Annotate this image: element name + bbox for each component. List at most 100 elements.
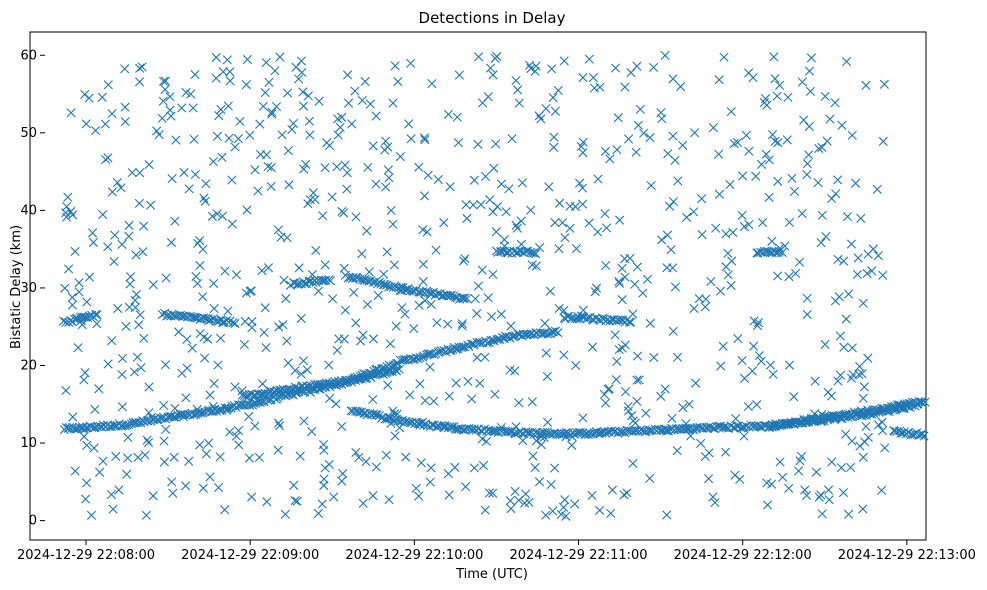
detection-point bbox=[190, 70, 200, 80]
detection-point bbox=[429, 396, 439, 406]
detection-point bbox=[294, 263, 304, 273]
detection-point bbox=[767, 236, 777, 246]
detection-point bbox=[415, 420, 425, 430]
detection-point bbox=[342, 70, 353, 80]
detection-point bbox=[725, 179, 735, 190]
detection-point bbox=[70, 246, 80, 257]
detection-point bbox=[488, 269, 498, 279]
detection-point bbox=[284, 180, 294, 190]
detection-point bbox=[800, 485, 810, 495]
detection-point bbox=[765, 360, 775, 370]
detection-point bbox=[165, 92, 175, 102]
detection-point bbox=[270, 66, 280, 76]
detection-point bbox=[556, 509, 566, 520]
detection-point bbox=[526, 205, 536, 215]
detection-point bbox=[660, 384, 670, 394]
detection-point bbox=[193, 238, 203, 249]
detection-point bbox=[523, 428, 533, 438]
detection-point bbox=[358, 330, 368, 340]
detection-point bbox=[467, 394, 477, 404]
detection-point bbox=[612, 356, 622, 366]
detection-point bbox=[631, 147, 641, 157]
detection-point bbox=[916, 397, 926, 407]
detection-point bbox=[624, 317, 634, 327]
detection-point bbox=[66, 206, 76, 217]
detection-point bbox=[861, 80, 871, 90]
detection-point bbox=[846, 462, 856, 473]
detection-point bbox=[319, 480, 329, 491]
detection-point bbox=[548, 93, 558, 103]
detection-point bbox=[823, 485, 834, 495]
detection-point bbox=[127, 167, 137, 178]
detection-point bbox=[139, 333, 149, 343]
detection-point bbox=[158, 76, 169, 86]
detection-point bbox=[423, 170, 433, 180]
detection-point bbox=[278, 320, 288, 330]
detection-point bbox=[225, 67, 235, 77]
detection-point bbox=[630, 426, 641, 436]
detection-point bbox=[328, 294, 338, 304]
detection-point bbox=[806, 53, 817, 63]
detection-point bbox=[381, 182, 391, 192]
detection-point bbox=[106, 489, 116, 500]
detection-point bbox=[802, 490, 812, 501]
detection-point bbox=[876, 485, 887, 496]
detection-point bbox=[804, 66, 815, 76]
detection-point bbox=[86, 510, 97, 520]
detection-point bbox=[605, 154, 615, 164]
detection-point bbox=[298, 356, 309, 366]
detection-point bbox=[772, 91, 782, 101]
detection-point bbox=[168, 488, 178, 498]
detection-point bbox=[433, 289, 443, 299]
detection-point bbox=[859, 382, 869, 392]
detection-point bbox=[84, 311, 94, 321]
detection-point bbox=[331, 399, 341, 409]
detection-point bbox=[130, 302, 140, 313]
detection-point bbox=[241, 288, 251, 298]
detection-point bbox=[744, 146, 754, 156]
detection-point bbox=[747, 366, 757, 376]
detection-point bbox=[401, 452, 411, 462]
detection-point bbox=[353, 406, 363, 417]
detection-point bbox=[351, 212, 361, 222]
detection-point bbox=[488, 70, 498, 80]
detection-point bbox=[833, 254, 843, 265]
detection-point bbox=[138, 247, 148, 257]
detection-point bbox=[242, 54, 252, 65]
detection-point bbox=[539, 432, 549, 443]
detection-point bbox=[635, 104, 645, 114]
detection-point bbox=[73, 343, 83, 353]
detection-point bbox=[70, 466, 80, 476]
detection-point bbox=[120, 64, 130, 74]
detection-point bbox=[307, 270, 317, 280]
detection-point bbox=[409, 323, 419, 334]
detection-point bbox=[450, 462, 460, 472]
detection-point bbox=[257, 266, 267, 276]
detection-point bbox=[852, 269, 862, 280]
detection-point bbox=[793, 466, 804, 476]
detection-point bbox=[534, 477, 545, 487]
detection-point bbox=[213, 482, 224, 493]
detection-point bbox=[202, 334, 213, 344]
detection-point bbox=[142, 435, 152, 445]
detection-point bbox=[462, 293, 472, 304]
detection-point bbox=[425, 477, 435, 487]
detection-point bbox=[835, 370, 846, 380]
detection-point bbox=[274, 322, 284, 332]
detection-point bbox=[340, 305, 350, 315]
detection-point bbox=[606, 508, 616, 518]
detection-point bbox=[395, 152, 405, 162]
detection-point bbox=[393, 77, 403, 87]
detection-point bbox=[844, 289, 854, 299]
detection-point bbox=[878, 136, 888, 146]
detection-point bbox=[591, 427, 602, 437]
detection-point bbox=[593, 174, 603, 184]
detection-point bbox=[140, 450, 150, 460]
detection-point bbox=[144, 382, 154, 392]
detection-point bbox=[388, 219, 398, 229]
detection-point bbox=[280, 509, 290, 519]
detection-point bbox=[113, 303, 123, 314]
detection-point bbox=[418, 225, 428, 235]
detection-point bbox=[422, 227, 432, 237]
detection-point bbox=[273, 225, 283, 235]
